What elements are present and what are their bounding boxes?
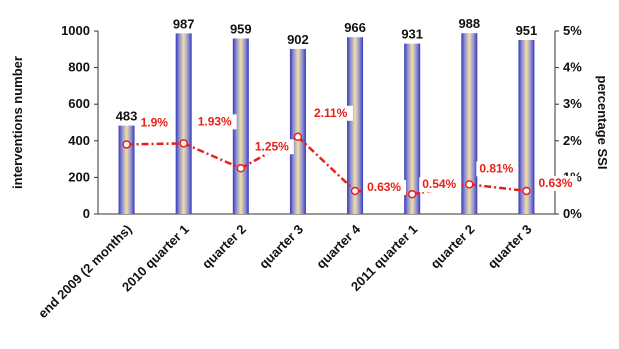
bar-value-label: 987 [173,16,195,31]
bar [232,38,249,215]
bar [347,37,364,214]
pct-label-bg [194,114,237,130]
bar-value-label: 988 [458,16,480,31]
left-tick-label: 0 [83,206,90,221]
y-axis-title: interventions number [10,56,25,189]
x-tick-label: end 2009 (2 months) [35,222,134,321]
x-tick-label: quarter 2 [199,222,249,272]
y-axis-right-title: percentage SSI [595,76,610,170]
pct-value-label: 0.63% [538,176,572,190]
x-tick-label: quarter 3 [485,222,535,272]
labels: 483 987 959 902 966 931 988 951 1.9% 1.93% 1.25% 2.… [116,16,578,195]
pct-value-label: 0.54% [422,177,456,191]
pct-point [122,140,131,149]
pct-point [236,164,246,173]
left-tick-label: 1000 [61,23,90,38]
x-tick-label: quarter 4 [313,221,363,271]
pct-value-label: 1.25% [255,139,289,153]
left-tick-label: 600 [68,96,90,111]
pct-label-bg [310,105,353,121]
pct-value-label: 0.81% [479,161,513,175]
pct-value-label: 1.93% [198,114,232,128]
pct-label-bg [251,139,294,155]
right-tick-label: 2% [563,133,582,148]
left-tick-label: 800 [68,60,90,75]
bar-value-label: 951 [516,23,538,38]
pct-line-segment [126,142,184,146]
bar [175,33,192,215]
right-tick-label: 4% [563,60,582,75]
bar-value-label: 931 [401,27,423,42]
bar-value-label: 959 [230,22,252,37]
bar [518,39,535,215]
bar [118,125,135,214]
left-tick-label: 400 [68,133,90,148]
bar [461,33,478,214]
pct-label-bg [476,161,519,177]
right-tick-label: 0% [563,206,582,221]
pct-label-bg [535,175,578,191]
right-tick-label: 5% [563,23,582,38]
pct-value-label: 2.11% [314,106,348,120]
right-tick-label: 3% [563,96,582,111]
bar [404,43,421,214]
pct-line-segment [183,142,242,170]
left-tick-label: 200 [68,169,90,184]
pct-line-segment [469,183,527,193]
bar-value-label: 966 [344,20,366,35]
bar-value-label: 902 [287,32,309,47]
pct-label-bg [419,177,462,193]
pct-label-bg [364,179,407,195]
pct-label-bg [137,115,173,131]
pct-point [522,186,531,196]
pct-value-label: 0.63% [367,180,401,194]
pct-point [407,189,417,199]
pct-point [350,186,360,196]
bar-value-label: 483 [116,109,138,124]
pct-value-label: 1.9% [141,115,169,129]
pct-point [179,139,188,148]
bar [289,48,306,215]
x-tick-label: quarter 2 [427,222,477,272]
bars [118,33,535,215]
pct-point [465,180,474,189]
pct-point [293,132,303,142]
pct-line-segment [297,135,356,192]
x-tick-label: quarter 3 [256,222,306,272]
